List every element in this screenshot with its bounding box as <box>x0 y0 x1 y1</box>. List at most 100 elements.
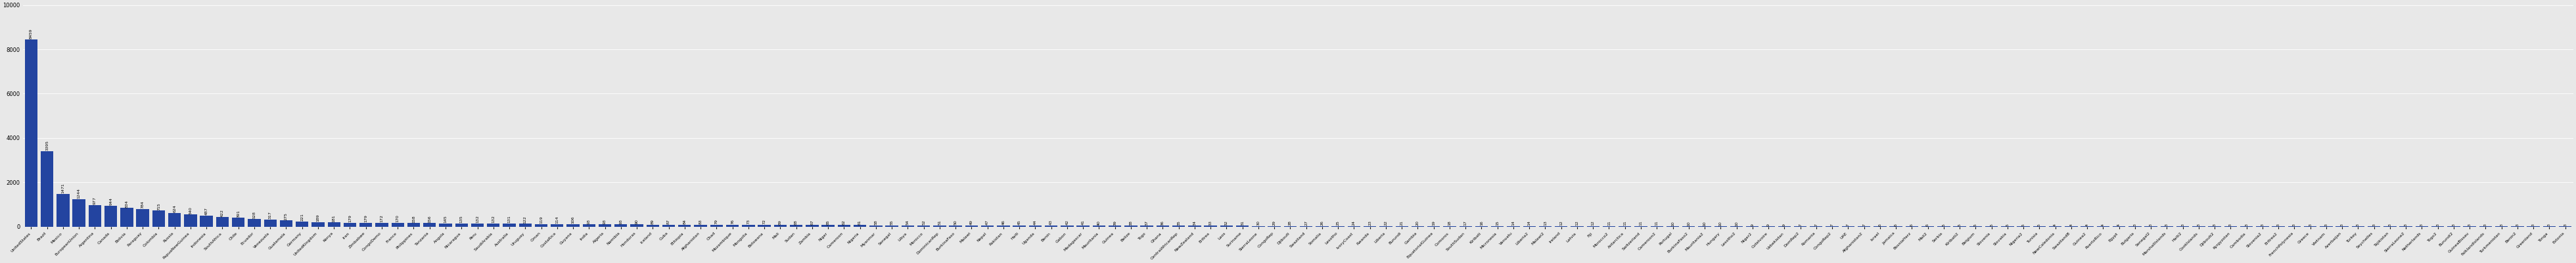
Text: 7: 7 <box>1798 223 1801 226</box>
Text: 4: 4 <box>2117 223 2120 226</box>
Text: 122: 122 <box>523 216 528 223</box>
Text: 328: 328 <box>252 211 255 219</box>
Text: 10: 10 <box>1734 221 1739 226</box>
Text: 11: 11 <box>1623 221 1625 226</box>
Text: 52: 52 <box>922 220 925 225</box>
Text: 30: 30 <box>1257 220 1260 225</box>
Text: 3: 3 <box>2452 223 2455 226</box>
Text: 93: 93 <box>618 219 623 224</box>
Bar <box>106 206 118 226</box>
Text: 5: 5 <box>1973 224 1978 226</box>
Bar <box>806 225 819 226</box>
Text: 275: 275 <box>283 212 289 220</box>
Text: 10: 10 <box>1703 221 1705 226</box>
Text: 93: 93 <box>603 219 605 224</box>
Bar <box>152 211 165 226</box>
Text: 5: 5 <box>2007 224 2009 226</box>
Text: 3: 3 <box>2244 223 2249 226</box>
Text: 3: 3 <box>2228 223 2233 226</box>
Text: 73: 73 <box>747 219 750 224</box>
Text: 76: 76 <box>732 219 734 224</box>
Text: 12: 12 <box>1577 221 1579 226</box>
Text: 38: 38 <box>1128 220 1133 225</box>
Text: 4: 4 <box>2102 223 2105 226</box>
Text: 14: 14 <box>1512 221 1515 226</box>
Bar <box>773 225 786 226</box>
Text: 18: 18 <box>1448 221 1450 226</box>
Text: 3: 3 <box>2372 223 2375 226</box>
Text: 27: 27 <box>1303 220 1309 225</box>
Text: 189: 189 <box>317 214 319 222</box>
Bar <box>312 222 325 226</box>
Text: 3: 3 <box>2421 223 2424 226</box>
Bar <box>296 222 309 226</box>
Text: 3: 3 <box>2182 223 2184 226</box>
Bar <box>392 223 404 226</box>
Text: 62: 62 <box>842 220 845 225</box>
Bar <box>361 222 371 226</box>
Bar <box>693 225 706 226</box>
Bar <box>966 225 979 226</box>
Text: 3: 3 <box>2133 223 2136 226</box>
Text: 34: 34 <box>1193 220 1195 225</box>
Bar <box>121 208 134 226</box>
Text: 715: 715 <box>157 203 160 210</box>
Text: 89: 89 <box>652 219 654 224</box>
Text: 93: 93 <box>587 219 590 224</box>
Text: 12: 12 <box>1558 221 1564 226</box>
Text: 14: 14 <box>1528 221 1530 226</box>
Bar <box>791 225 804 226</box>
Text: 3: 3 <box>2357 223 2360 226</box>
Text: 181: 181 <box>332 214 335 222</box>
Bar <box>137 209 149 226</box>
Bar <box>201 216 214 226</box>
Text: 179: 179 <box>348 214 350 222</box>
Bar <box>662 225 675 226</box>
Text: 45: 45 <box>1018 220 1020 225</box>
Text: 3: 3 <box>2213 223 2215 226</box>
Bar <box>551 224 564 226</box>
Text: 31: 31 <box>1242 220 1244 225</box>
Text: 83: 83 <box>698 219 703 224</box>
Text: 3: 3 <box>2342 223 2344 226</box>
Bar <box>343 222 355 226</box>
Bar <box>263 220 276 226</box>
Text: 1471: 1471 <box>62 183 64 194</box>
Bar <box>582 224 595 226</box>
Text: 46: 46 <box>1002 220 1005 225</box>
Bar <box>598 224 611 226</box>
Bar <box>422 223 435 226</box>
Bar <box>917 225 930 226</box>
Text: 28: 28 <box>1288 220 1293 225</box>
Bar <box>647 225 659 226</box>
Bar <box>487 224 500 226</box>
Text: 5: 5 <box>2022 224 2025 226</box>
Text: 540: 540 <box>188 206 193 214</box>
Text: 3: 3 <box>2166 223 2169 226</box>
Bar <box>438 223 451 226</box>
Text: 61: 61 <box>858 220 860 225</box>
Text: 3: 3 <box>2532 223 2535 226</box>
Text: 3: 3 <box>2148 223 2154 226</box>
Text: 72: 72 <box>762 219 765 225</box>
Text: 16: 16 <box>1479 221 1484 226</box>
Bar <box>902 225 914 226</box>
Text: 487: 487 <box>206 208 209 215</box>
Text: 9: 9 <box>1783 223 1785 226</box>
Text: 21: 21 <box>1401 220 1404 226</box>
Bar <box>26 39 39 226</box>
Text: 58: 58 <box>873 220 878 225</box>
Text: 3: 3 <box>2403 223 2409 226</box>
Text: 33: 33 <box>1208 220 1213 225</box>
Bar <box>726 225 739 226</box>
Text: 9: 9 <box>1767 223 1770 226</box>
Text: 317: 317 <box>268 211 273 219</box>
Bar <box>247 219 260 226</box>
Bar <box>471 224 484 226</box>
Bar <box>871 225 881 226</box>
Bar <box>631 225 644 226</box>
Text: 47: 47 <box>987 220 989 225</box>
Text: 119: 119 <box>538 216 544 224</box>
Bar <box>167 213 180 226</box>
Bar <box>232 218 245 226</box>
